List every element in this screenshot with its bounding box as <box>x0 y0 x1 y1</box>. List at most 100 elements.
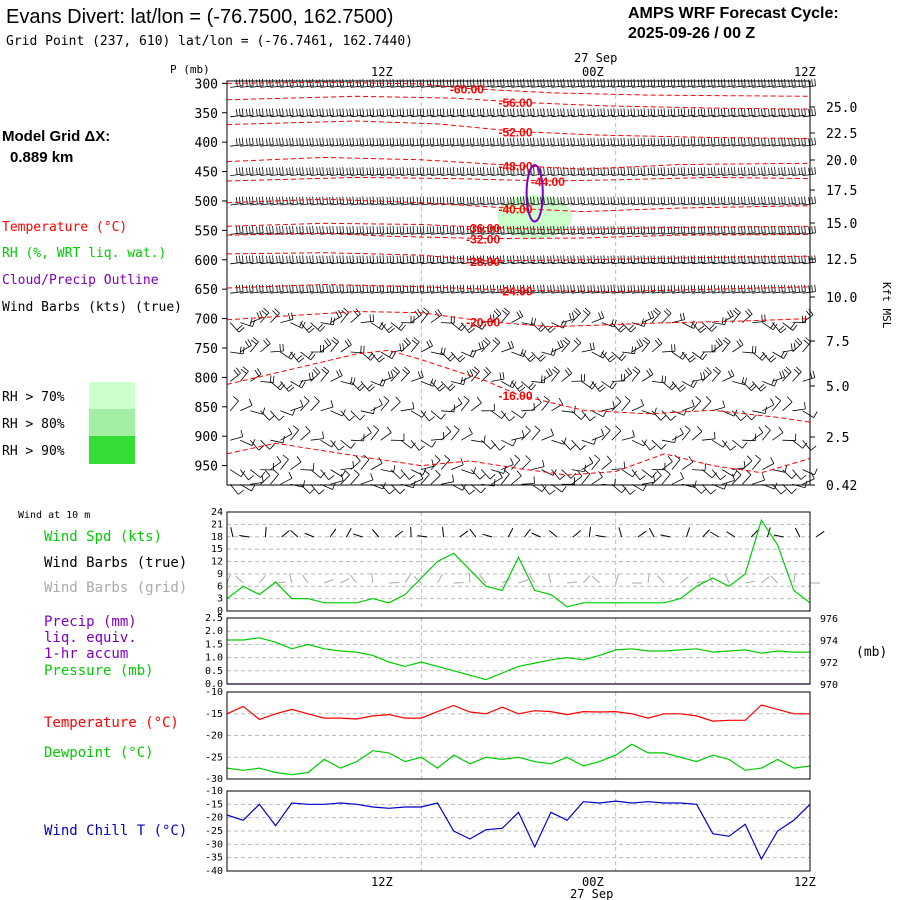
wind-barb-473 <box>320 317 335 326</box>
wind-barb-755 <box>239 469 255 481</box>
wind-barb-720 <box>471 435 486 443</box>
wind-barb-803 <box>721 469 738 477</box>
wind-barb-161 <box>682 137 696 147</box>
wind-barb-45 <box>682 78 696 88</box>
temperature-contour-label-4: -44.00 <box>531 175 565 189</box>
wind-barb-144 <box>511 137 525 147</box>
wind-barb-779 <box>481 469 496 480</box>
wind-barb-248 <box>390 196 405 206</box>
wind-barb-111 <box>762 108 776 118</box>
wind-barb-381 <box>561 255 575 265</box>
wind-barb-599 <box>420 378 437 387</box>
wind-barb-629 <box>722 369 735 382</box>
wind-barb-38 <box>611 78 626 88</box>
wind-barb-352 <box>270 255 284 265</box>
wind-barb-422 <box>390 284 405 294</box>
wind-barb-130 <box>370 137 385 147</box>
true-wind-barb-30 <box>709 531 720 538</box>
wind-barb-309 <box>420 225 435 235</box>
wind-barb-748 <box>752 426 764 441</box>
wind-barb-805 <box>742 455 753 470</box>
wind-barb-613 <box>561 367 573 382</box>
wind-barb-694 <box>792 402 806 412</box>
true-wind-barb-26 <box>648 527 655 538</box>
wind-barb-360 <box>350 255 364 265</box>
rh-swatch-80 <box>89 409 135 436</box>
wind-barb-326 <box>591 225 605 235</box>
wind-barb-301 <box>340 225 354 235</box>
precip-tick-label-2: 1.0 <box>205 653 223 664</box>
wind-barb-823 <box>340 469 350 485</box>
wind-barb-69 <box>340 108 354 118</box>
wind-barb-391 <box>661 255 676 265</box>
wind-barb-741 <box>681 425 691 441</box>
temperature-tick-label-4: -30 <box>205 774 223 785</box>
wind-barb-417 <box>340 284 354 294</box>
wind-barb-449 <box>661 284 676 294</box>
wind-barb-566 <box>671 351 688 360</box>
wind-barb-703 <box>300 426 311 441</box>
wind-barb-220 <box>692 167 706 176</box>
wind-barb-479 <box>380 322 395 334</box>
wind-barb-126 <box>330 137 344 147</box>
wind-barb-188 <box>370 167 385 176</box>
wind-barb-685 <box>701 396 712 412</box>
wind-barb-517 <box>762 322 778 331</box>
wind-barb-531 <box>320 338 332 353</box>
wind-barb-67 <box>320 108 334 118</box>
wind-barb-411 <box>280 284 294 294</box>
wind-barb-406 <box>230 284 244 294</box>
wind-barb-810 <box>792 469 807 480</box>
wind-barb-72 <box>370 108 385 118</box>
wind-barb-36 <box>591 78 605 88</box>
wind-barb-627 <box>701 367 712 382</box>
wind-barb-711 <box>380 426 392 441</box>
wind-barb-686 <box>712 400 726 412</box>
wind-barb-166 <box>732 137 746 147</box>
wind-barb-154 <box>611 137 626 147</box>
temperature-contour-11 <box>226 349 811 423</box>
grid-wind-barb-12 <box>413 575 422 584</box>
top-tick-00z: 00Z <box>582 65 604 79</box>
wind-barb-414 <box>310 284 324 294</box>
wind-barb-551 <box>521 351 536 362</box>
wind-barb-121 <box>280 137 294 147</box>
wind-barb-62 <box>270 108 284 118</box>
wind-barb-208 <box>571 167 585 176</box>
wind-barb-543 <box>440 351 456 362</box>
wind-barb-638 <box>229 396 239 412</box>
wind-barb-50 <box>732 78 746 88</box>
grid-wind-barb-33 <box>761 576 770 584</box>
wind-barb-112 <box>772 108 786 118</box>
wind-barb-578 <box>792 337 803 353</box>
wind-barb-643 <box>280 408 296 416</box>
wind-barb-48 <box>712 78 726 88</box>
wind-barb-202 <box>511 167 525 176</box>
true-wind-barb-13 <box>442 526 445 538</box>
wind-barb-287 <box>782 196 796 206</box>
wind-barb-647 <box>320 400 334 412</box>
wind-barb-767 <box>360 454 370 470</box>
wind-barb-32 <box>551 78 565 88</box>
wind-barb-258 <box>491 196 505 206</box>
wind-barb-806 <box>751 454 761 470</box>
wind-barb-235 <box>260 196 274 206</box>
wind-barb-89 <box>541 108 555 118</box>
height-label-8: 5.0 <box>826 380 849 395</box>
temperature-dewpoint-panel: -10 -15 -20 -25 -30 <box>205 687 811 785</box>
wind-barb-739 <box>661 435 677 443</box>
true-wind-barb-23 <box>595 534 606 538</box>
wind-barb-308 <box>410 225 425 235</box>
wind-barb-116 <box>230 137 244 147</box>
wind-barb-651 <box>360 406 376 415</box>
grid-wind-barb-16 <box>479 574 487 584</box>
temperature-contour-3 <box>226 156 811 170</box>
rh-swatch-70 <box>89 382 135 409</box>
wind-barb-512 <box>712 317 727 325</box>
grid-wind-barb-35 <box>793 573 796 584</box>
wind-barb-740 <box>671 427 684 441</box>
wind-barb-433 <box>501 284 515 294</box>
wind-barb-153 <box>601 137 615 147</box>
wind-barb-614 <box>571 373 585 382</box>
wind-barb-401 <box>762 255 776 265</box>
